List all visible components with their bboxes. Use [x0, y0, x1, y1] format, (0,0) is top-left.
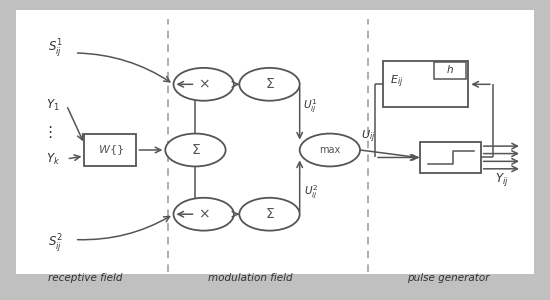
- Text: $S^2_{ij}$: $S^2_{ij}$: [48, 233, 63, 255]
- Text: max: max: [319, 145, 340, 155]
- Bar: [84, 134, 136, 166]
- Text: $U_{ij}$: $U_{ij}$: [361, 128, 376, 145]
- Circle shape: [239, 68, 300, 101]
- Text: $S^1_{ij}$: $S^1_{ij}$: [48, 38, 63, 59]
- Circle shape: [239, 198, 300, 231]
- Text: $U^1_{ij}$: $U^1_{ij}$: [304, 98, 318, 116]
- Circle shape: [173, 198, 234, 231]
- Text: $Y_{ij}$: $Y_{ij}$: [494, 171, 508, 188]
- Text: $E_{ij}$: $E_{ij}$: [390, 73, 403, 89]
- Text: modulation field: modulation field: [208, 273, 293, 283]
- Text: $h$: $h$: [446, 63, 454, 75]
- Text: $W\{\}$: $W\{\}$: [97, 143, 123, 157]
- Bar: [434, 62, 466, 79]
- Circle shape: [300, 134, 360, 166]
- Bar: [16, 10, 534, 274]
- Text: $\Sigma$: $\Sigma$: [265, 207, 274, 221]
- Text: $\times$: $\times$: [198, 77, 210, 91]
- Text: $Y_k$: $Y_k$: [46, 152, 60, 166]
- Text: $\times$: $\times$: [198, 207, 210, 221]
- Text: receptive field: receptive field: [48, 273, 123, 283]
- Text: pulse generator: pulse generator: [406, 273, 489, 283]
- Text: $Y_1$: $Y_1$: [46, 98, 59, 113]
- Text: $\Sigma$: $\Sigma$: [265, 77, 274, 91]
- Text: $U^2_{ij}$: $U^2_{ij}$: [304, 183, 318, 200]
- Text: $\vdots$: $\vdots$: [42, 124, 52, 140]
- Circle shape: [166, 134, 225, 166]
- Text: $\Sigma$: $\Sigma$: [190, 143, 200, 157]
- Bar: [420, 142, 481, 173]
- Bar: [383, 61, 469, 107]
- Circle shape: [173, 68, 234, 101]
